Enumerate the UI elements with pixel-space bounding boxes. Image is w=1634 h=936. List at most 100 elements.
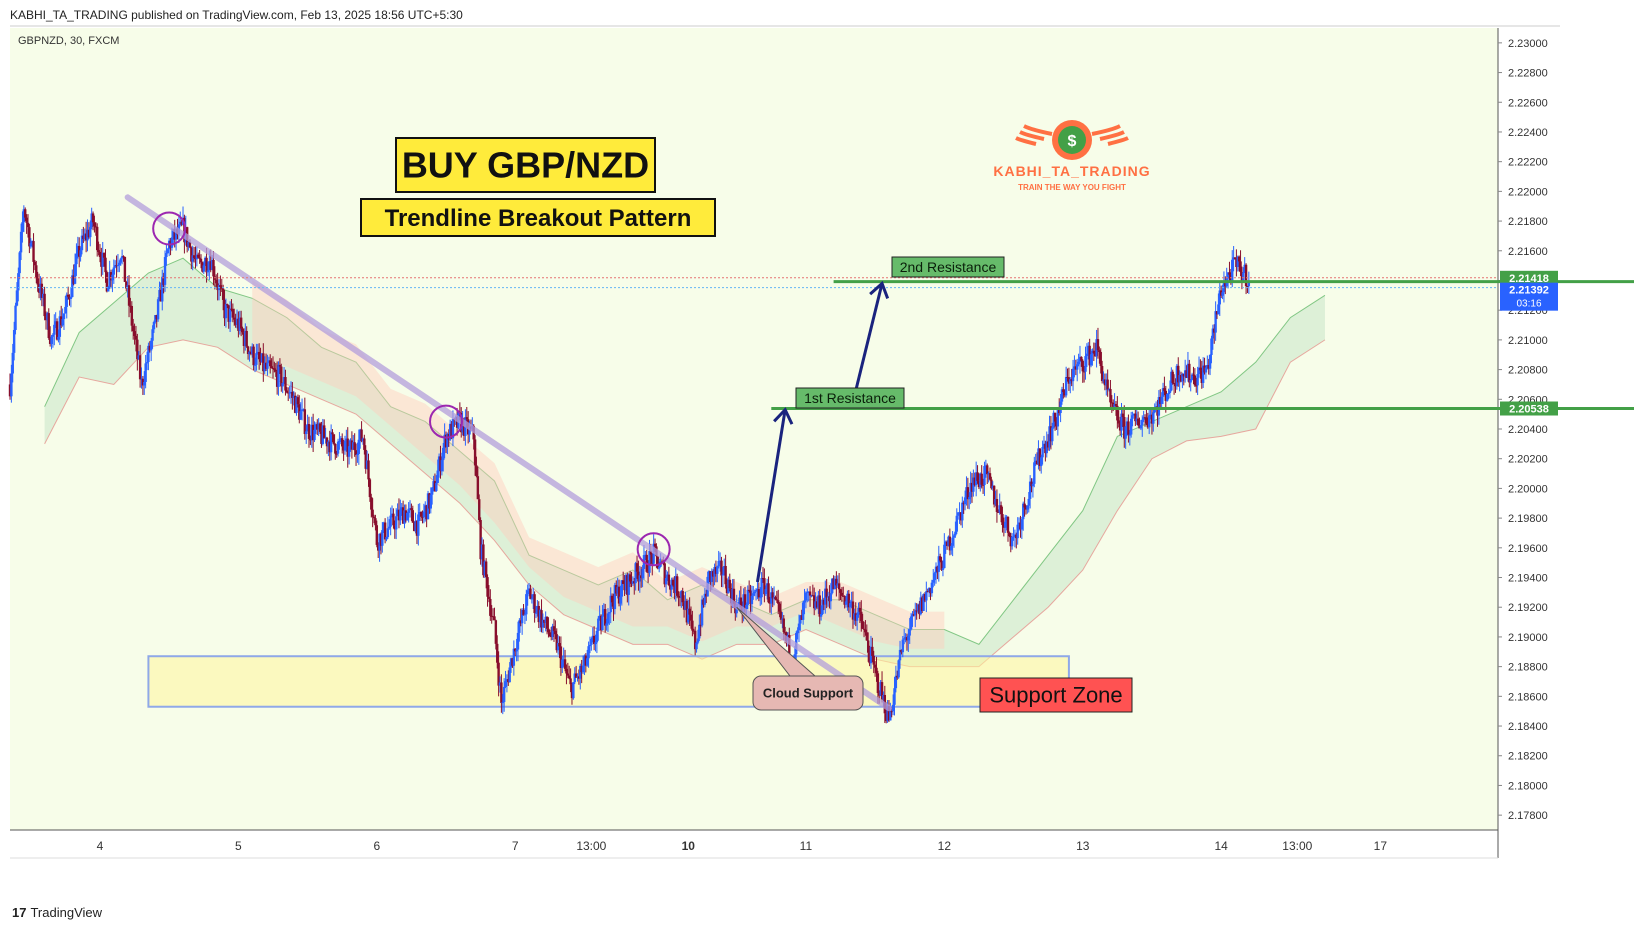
candle-body (1246, 286, 1249, 288)
candle-body (756, 589, 759, 591)
candle-body (433, 481, 437, 491)
candle-body (147, 345, 150, 363)
candle-body (1217, 304, 1220, 315)
candle-body (1038, 448, 1042, 467)
candle-body (850, 601, 853, 604)
candle-body (358, 429, 362, 440)
arrow-head-1 (773, 407, 794, 425)
candle-body (172, 229, 175, 238)
candle-body (209, 261, 212, 270)
candle-body (100, 257, 103, 267)
candle-body (238, 317, 241, 331)
candle-body (264, 362, 268, 369)
chart-subtitle-box-box (360, 198, 716, 237)
candle-body (1200, 370, 1203, 383)
candle-body (746, 589, 749, 605)
candle-body (865, 632, 869, 641)
candle-body (1111, 402, 1115, 407)
candle-body (714, 567, 718, 574)
candle-body (768, 602, 772, 604)
candle-body (1124, 426, 1127, 439)
y-tick-label: 2.18400 (1508, 721, 1548, 733)
candle-body (443, 434, 446, 448)
candle-body (162, 276, 165, 285)
candle-body (675, 576, 679, 596)
candle-body (292, 395, 295, 398)
candle-body (310, 424, 313, 441)
candle-body (873, 664, 877, 668)
candle-body (421, 516, 424, 518)
candle-body (635, 563, 639, 572)
candle-body (760, 578, 763, 598)
candle-body (991, 485, 994, 489)
candle-body (379, 533, 383, 546)
candle-body (1136, 418, 1140, 426)
candle-body (18, 252, 21, 274)
candle-body (170, 237, 174, 248)
candle-body (122, 256, 125, 258)
candle-body (958, 512, 961, 514)
candle-body (1084, 356, 1087, 372)
candle-body (487, 596, 491, 599)
candle-body (781, 618, 784, 620)
y-tick-label: 2.21000 (1508, 335, 1548, 347)
candle-body (837, 583, 841, 590)
candle-body (194, 257, 197, 260)
breakout-arrow-2 (852, 283, 884, 397)
candle-body (455, 417, 459, 428)
candle-body (277, 364, 280, 387)
candle-body (145, 362, 149, 364)
x-tick-label: 5 (235, 839, 242, 853)
candle-body (1146, 423, 1150, 428)
candle-body (372, 516, 376, 519)
candle-body (1051, 427, 1054, 442)
candle-body (237, 318, 240, 331)
candle-body (1092, 350, 1096, 354)
candle-body (680, 591, 683, 598)
candle-body (832, 578, 835, 590)
candle-body (1023, 503, 1026, 508)
candle-body (1178, 375, 1181, 383)
candle-body (105, 272, 109, 292)
candle-body (226, 304, 229, 306)
candle-body (430, 487, 434, 495)
candle-body (999, 505, 1003, 515)
candle-body (621, 580, 625, 584)
candle-body (1196, 374, 1199, 386)
candle-body (1087, 345, 1090, 354)
candle-body (581, 665, 585, 673)
candle-body (608, 612, 611, 614)
candle-body (601, 616, 604, 631)
candle-body (107, 286, 110, 292)
candle-body (1070, 379, 1073, 382)
candle-body (673, 585, 676, 594)
candle-body (367, 460, 370, 480)
candle-body (399, 509, 402, 521)
label-support-zone-text: Support Zone (989, 683, 1122, 708)
candle-body (24, 209, 27, 218)
candle-body (814, 601, 817, 609)
candle-body (598, 615, 601, 619)
candle-body (641, 568, 644, 579)
candle-body (203, 257, 207, 266)
candle-body (1167, 392, 1170, 395)
candle-body (695, 642, 698, 650)
candle-body (753, 591, 756, 594)
candle-body (765, 583, 769, 590)
candle-body (1247, 281, 1251, 287)
candle-body (361, 438, 365, 442)
candle-body (1088, 345, 1091, 366)
candle-body (1168, 390, 1172, 393)
candle-body (797, 623, 801, 631)
candle-body (19, 231, 23, 253)
candle-body (974, 472, 978, 486)
candle-body (407, 508, 410, 513)
candle-body (1172, 382, 1176, 385)
candle-body (408, 508, 412, 510)
candle-body (267, 360, 271, 363)
candle-body (101, 252, 104, 267)
candle-body (309, 438, 312, 441)
candle-body (119, 258, 122, 263)
candle-body (759, 597, 762, 599)
candle-body (1182, 374, 1185, 377)
